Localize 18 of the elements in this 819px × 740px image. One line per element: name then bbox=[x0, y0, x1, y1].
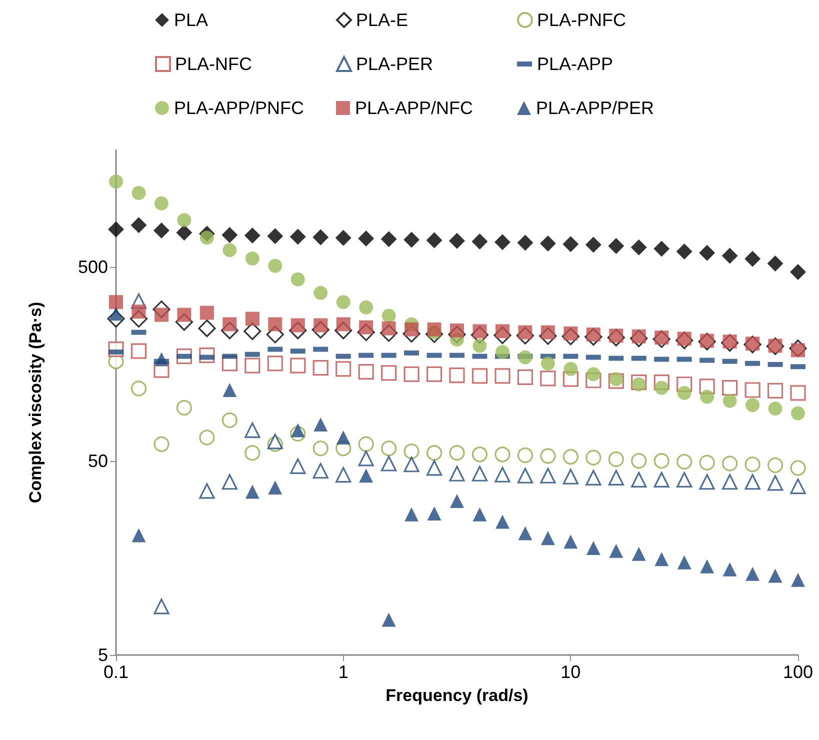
x-tick-label: 0.1 bbox=[103, 662, 129, 682]
x-tick-label: 1 bbox=[338, 662, 348, 682]
y-axis-title: Complex viscosity (Pa·s) bbox=[26, 302, 45, 504]
legend-label: PLA-E bbox=[356, 10, 408, 30]
legend-label: PLA-NFC bbox=[175, 54, 252, 74]
legend-label: PLA-APP/PER bbox=[536, 98, 654, 118]
legend-label: PLA-APP/PNFC bbox=[174, 98, 304, 118]
x-tick-label: 10 bbox=[560, 662, 581, 682]
legend-label: PLA bbox=[174, 10, 208, 30]
x-tick-label: 100 bbox=[782, 662, 814, 682]
legend-label: PLA-PER bbox=[356, 54, 434, 74]
y-tick-label: 5 bbox=[98, 645, 108, 665]
x-axis-title: Frequency (rad/s) bbox=[386, 686, 528, 705]
y-tick-label: 50 bbox=[88, 450, 108, 471]
legend-label: PLA-APP/NFC bbox=[355, 98, 474, 118]
legend-label: PLA-PNFC bbox=[537, 10, 626, 30]
y-tick-label: 500 bbox=[78, 256, 108, 277]
legend-label: PLA-APP bbox=[537, 54, 614, 74]
